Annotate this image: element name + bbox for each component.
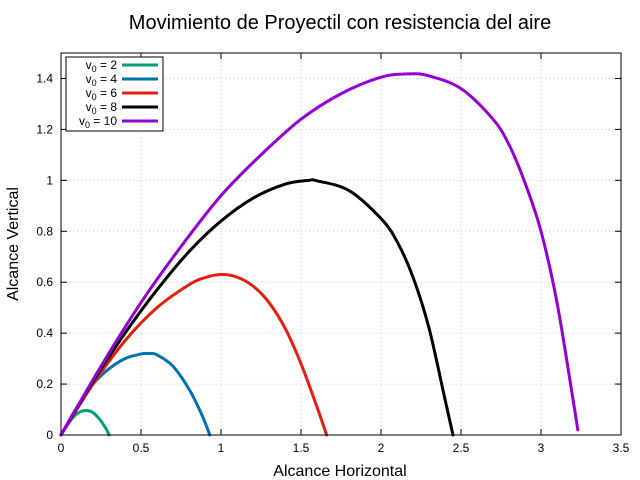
x-tick-label: 2.5 (453, 441, 470, 455)
legend-label-4: v0 = 8 (86, 100, 118, 116)
y-tick-label: 1.2 (36, 122, 53, 136)
x-tick-label: 3 (538, 441, 545, 455)
x-tick-label: 1 (218, 441, 225, 455)
x-tick-label: 0 (58, 441, 65, 455)
x-tick-label: 0.5 (133, 441, 150, 455)
y-axis-label: Alcance Vertical (5, 187, 22, 301)
x-tick-label: 2 (378, 441, 385, 455)
y-tick-label: 1 (46, 173, 53, 187)
y-tick-label: 1.4 (36, 71, 53, 85)
legend-label-sub: 0 (85, 120, 90, 130)
legend-label-1: v0 = 2 (86, 58, 118, 74)
legend-label-2: v0 = 4 (86, 72, 118, 88)
y-tick-label: 0.2 (36, 377, 53, 391)
y-tick-label: 0.6 (36, 275, 53, 289)
series-line-3 (59, 273, 329, 437)
axis-ticks: 0 0.5 1 1.5 2 2.5 3 3.5 0 0.2 0.4 0.6 0.8 1 1.2 1.4 (36, 53, 630, 455)
legend-label-rest: = 2 (97, 58, 118, 72)
series-line-5 (59, 72, 580, 437)
series-line-4 (59, 178, 455, 437)
legend-label-main: v (86, 100, 92, 114)
legend-label-sub: 0 (92, 106, 97, 116)
legend-label-main: v (79, 114, 85, 128)
legend: v0 = 2v0 = 4v0 = 6v0 = 8v0 = 10 (65, 56, 164, 132)
legend-label-sub: 0 (92, 64, 97, 74)
legend-label-sub: 0 (92, 92, 97, 102)
legend-label-rest: = 4 (97, 72, 118, 86)
legend-label-rest: = 6 (97, 86, 118, 100)
grid-lines (61, 53, 621, 435)
series-lines (59, 72, 580, 437)
chart-title: Movimiento de Proyectil con resistencia … (129, 12, 551, 34)
legend-label-main: v (86, 58, 92, 72)
x-tick-label: 3.5 (613, 441, 630, 455)
legend-label-main: v (86, 72, 92, 86)
legend-label-rest: = 10 (90, 114, 117, 128)
legend-label-sub: 0 (92, 78, 97, 88)
legend-label-main: v (86, 86, 92, 100)
x-axis-label: Alcance Horizontal (273, 463, 406, 480)
legend-label-3: v0 = 6 (86, 86, 118, 102)
y-tick-label: 0.8 (36, 224, 53, 238)
plot-frame (60, 52, 622, 436)
y-tick-label: 0 (46, 428, 53, 442)
legend-label-rest: = 8 (97, 100, 118, 114)
legend-label-5: v0 = 10 (79, 114, 117, 130)
y-tick-label: 0.4 (36, 326, 53, 340)
x-tick-label: 1.5 (293, 441, 310, 455)
